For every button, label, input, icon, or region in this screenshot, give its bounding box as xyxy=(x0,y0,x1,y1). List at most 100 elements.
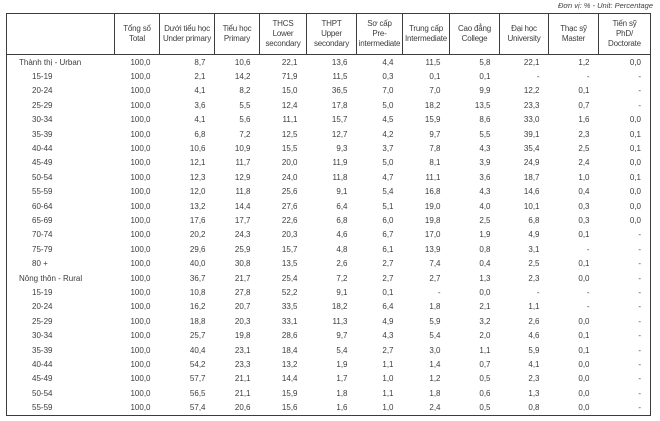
table-cell: 1,3 xyxy=(528,388,540,398)
table-cell: 18,7 xyxy=(523,172,540,182)
table-cell: 2,5 xyxy=(578,144,590,154)
table-cell: 100,0 xyxy=(130,259,151,269)
row-label: 40-44 xyxy=(32,144,53,154)
table-cell: 30,8 xyxy=(234,259,251,269)
table-cell: 11,8 xyxy=(235,187,251,197)
table-row: 30-34 100,0 25,7 19,8 28,6 9,7 4,3 5,4 2,0 4,6 0,1… xyxy=(7,328,651,342)
table-cell: 0,1 xyxy=(629,172,641,182)
table-cell: 5,4 xyxy=(382,187,394,197)
table-cell: 56,5 xyxy=(189,388,206,398)
table-cell: 2,4 xyxy=(429,403,441,413)
table-cell: 16,2 xyxy=(189,302,206,312)
table-cell: 0,6 xyxy=(479,388,491,398)
table-cell: 8,7 xyxy=(194,57,206,67)
table-row: 40-44 100,0 10,6 10,9 15,5 9,3 3,7 7,8 4,3 35,4 2,… xyxy=(7,141,651,155)
table-cell: 24,9 xyxy=(523,158,540,168)
row-label: 40-44 xyxy=(32,359,53,369)
row-label: 15-19 xyxy=(32,287,53,297)
table-cell: - xyxy=(638,230,641,240)
table-cell: 5,9 xyxy=(429,316,441,326)
column-header-vi: Sơ cấp xyxy=(367,19,392,28)
table-cell: 0,0 xyxy=(578,359,590,369)
table-cell: 5,0 xyxy=(382,100,394,110)
table-cell: 29,6 xyxy=(189,244,206,254)
table-cell: 33,0 xyxy=(523,115,540,125)
row-label: 60-64 xyxy=(32,201,53,211)
column-header-en: College xyxy=(461,34,488,43)
table-cell: 5,5 xyxy=(479,129,491,139)
table-cell: 15,7 xyxy=(281,244,298,254)
table-cell: 10,9 xyxy=(234,144,251,154)
column-header-vi: Cao đẳng xyxy=(457,24,492,33)
table-cell: - xyxy=(638,244,641,254)
table-cell: 21,7 xyxy=(234,273,251,283)
table-cell: 13,2 xyxy=(189,201,206,211)
table-cell: 11,8 xyxy=(332,172,348,182)
table-cell: 12,4 xyxy=(281,100,298,110)
table-cell: 0,0 xyxy=(629,215,641,225)
table-cell: 4,5 xyxy=(382,115,394,125)
table-cell: 15,9 xyxy=(424,115,441,125)
row-label: 50-54 xyxy=(32,172,53,182)
row-label: 35-39 xyxy=(32,345,53,355)
row-label: Nông thôn - Rural xyxy=(19,273,83,283)
table-row: 35-39 100,0 40,4 23,1 18,4 5,4 2,7 3,0 1,1 5,9 0,1… xyxy=(7,343,651,357)
table-cell: 2,7 xyxy=(429,273,441,283)
table-cell: 2,0 xyxy=(479,331,491,341)
table-cell: 3,6 xyxy=(194,100,206,110)
table-cell: 7,2 xyxy=(239,129,251,139)
table-cell: 10,8 xyxy=(189,287,206,297)
table-cell: 24,0 xyxy=(281,172,298,182)
table-cell: 2,3 xyxy=(528,374,540,384)
table-cell: 1,1 xyxy=(528,302,540,312)
table-cell: 12,7 xyxy=(331,129,348,139)
table-cell: 12,5 xyxy=(281,129,298,139)
table-cell: 19,8 xyxy=(234,331,251,341)
table-cell: 7,0 xyxy=(429,86,441,96)
table-row: 50-54 100,0 56,5 21,1 15,9 1,8 1,1 1,8 0,6 1,3 0,0… xyxy=(7,386,651,400)
row-label: 30-34 xyxy=(32,115,53,125)
table-cell: - xyxy=(638,403,641,413)
table-body: Thành thị - Urban 100,0 8,7 10,6 22,1 13,6 4,4… xyxy=(7,55,651,416)
table-cell: 0,4 xyxy=(479,259,491,269)
table-cell: 2,3 xyxy=(578,129,590,139)
column-header: Tổng số Total xyxy=(114,13,160,55)
table-row: 65-69 100,0 17,6 17,7 22,6 6,8 6,0 19,8 2,5 6,8 0,… xyxy=(7,213,651,227)
row-label: 80 + xyxy=(32,259,48,269)
table-cell: - xyxy=(638,345,641,355)
table-cell: 0,0 xyxy=(629,201,641,211)
table-cell: 10,6 xyxy=(189,144,206,154)
table-cell: 9,3 xyxy=(336,144,348,154)
table-cell: 13,2 xyxy=(281,359,298,369)
table-cell: 2,3 xyxy=(528,273,540,283)
table-cell: 1,2 xyxy=(578,57,590,67)
table-cell: - xyxy=(638,331,641,341)
table-cell: - xyxy=(536,72,540,82)
table-cell: 3,0 xyxy=(429,345,441,355)
table-cell: 11,3 xyxy=(332,316,348,326)
row-label: 45-49 xyxy=(32,374,53,384)
table-cell: 0,1 xyxy=(578,345,590,355)
table-cell: 1,6 xyxy=(336,403,348,413)
table-cell: 39,1 xyxy=(523,129,540,139)
table-row: 35-39 100,0 6,8 7,2 12,5 12,7 4,2 9,7 5,5 39,1 2,3… xyxy=(7,127,651,141)
column-header: Đại học University xyxy=(499,13,549,55)
table-cell: 1,3 xyxy=(479,273,491,283)
table-cell: 19,0 xyxy=(424,201,441,211)
row-label: 55-59 xyxy=(32,403,53,413)
table-cell: 0,1 xyxy=(578,86,590,96)
table-cell: 15,9 xyxy=(281,388,298,398)
table-cell: 13,9 xyxy=(424,244,441,254)
column-header: THCS Lower secondary xyxy=(259,13,307,55)
table-cell: 4,7 xyxy=(382,172,394,182)
table-cell: 0,0 xyxy=(578,374,590,384)
table-cell: 4,6 xyxy=(528,331,540,341)
table-cell: 100,0 xyxy=(130,230,151,240)
table-cell: 52,2 xyxy=(281,287,298,297)
table-cell: 100,0 xyxy=(130,144,151,154)
table-row: 25-29 100,0 3,6 5,5 12,4 17,8 5,0 18,2 13,5 23,3 0… xyxy=(7,98,651,112)
table-cell: 27,6 xyxy=(281,201,298,211)
table-cell: 100,0 xyxy=(130,215,151,225)
table-cell: 100,0 xyxy=(130,359,151,369)
